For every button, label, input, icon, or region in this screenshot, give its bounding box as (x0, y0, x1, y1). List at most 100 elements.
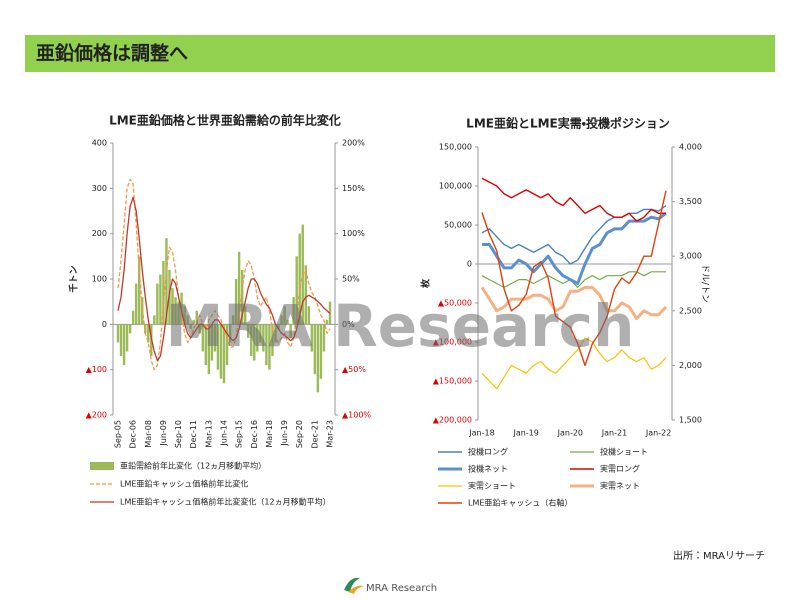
logo-text: MRA Research (366, 583, 437, 594)
bar (295, 256, 298, 325)
y-tick-label: ▲100 (86, 365, 107, 374)
bar (240, 269, 244, 325)
bar (243, 306, 247, 325)
y2-tick-label: 3,500 (679, 197, 702, 206)
bar (159, 274, 162, 325)
x-tick-label: Dec-11 (189, 420, 198, 449)
series-line (481, 271, 666, 288)
header-bar (25, 35, 775, 72)
y-tick-label: ▲200 (86, 411, 107, 420)
bar (192, 319, 195, 325)
y2-tick-label: 150% (342, 184, 365, 193)
y-tick-label: 150,000 (439, 143, 472, 152)
bar (277, 324, 280, 329)
legend-label: LME亜鉛キャッシュ価格前年比変化 (120, 479, 248, 489)
bar (280, 315, 283, 325)
bar (259, 324, 262, 343)
x-tick-label: Jun-09 (159, 420, 168, 447)
legend-label: 実需ショート (468, 481, 516, 491)
x-tick-label: Sep-05 (114, 420, 123, 448)
bar (189, 324, 192, 329)
y2-tick-label: 1,500 (679, 416, 702, 425)
series-line (481, 204, 667, 265)
y-axis-label: 枚 (420, 278, 432, 288)
legend-label: 実需ネット (600, 481, 640, 491)
y2-tick-label: 100% (342, 229, 365, 238)
bar (198, 324, 201, 334)
bar (325, 319, 329, 325)
bar (186, 315, 189, 325)
y-tick-label: ▲150,000 (433, 377, 472, 386)
bar (228, 324, 232, 343)
bar (128, 324, 132, 334)
x-tick-label: Jan-18 (468, 429, 494, 438)
x-tick-label: Dec-21 (310, 420, 319, 449)
bar (162, 260, 165, 325)
y2-tick-label: 200% (342, 139, 365, 148)
series-line (117, 196, 331, 362)
bar (195, 310, 198, 325)
y-tick-label: 100 (92, 275, 107, 284)
y-tick-label: 100,000 (439, 182, 472, 191)
x-tick-label: Dec-16 (250, 420, 259, 449)
series-line (482, 212, 667, 285)
bar (319, 324, 323, 379)
y-tick-label: 0 (467, 260, 472, 269)
bar (250, 324, 253, 357)
bar (137, 256, 141, 325)
x-tick-label: Mar-13 (204, 420, 213, 448)
y-tick-label: 0 (102, 320, 107, 329)
bar (219, 324, 223, 379)
bar (237, 251, 241, 325)
x-tick-label: Mar-08 (144, 420, 153, 448)
legend-label: 投機ロング (468, 447, 508, 457)
x-tick-label: Sep-15 (235, 420, 244, 448)
bar (125, 324, 129, 352)
series-line (481, 177, 666, 222)
bar (262, 324, 265, 352)
bar (292, 297, 295, 325)
x-tick-label: Jun-14 (220, 420, 229, 447)
y-tick-label: ▲200,000 (433, 416, 472, 425)
bar (201, 324, 205, 352)
bar (116, 324, 120, 343)
y2-tick-label: 2,500 (679, 306, 702, 315)
bar (210, 324, 214, 361)
watermark: MRA Research (166, 292, 635, 360)
y-tick-label: ▲100,000 (433, 338, 472, 347)
bar (256, 324, 259, 352)
bar (225, 324, 229, 366)
bar (156, 283, 159, 325)
bar (119, 324, 123, 357)
bar (316, 324, 320, 393)
charts: LME亜鉛価格と世界亜鉛需給の前年比変化 ▲200 ▲100 0 100 200 300 40… (68, 113, 710, 508)
bar (183, 306, 186, 325)
bar (271, 324, 274, 357)
legend-label: LME亜鉛キャッシュ（右軸） (468, 498, 572, 508)
x-tick-label: Jan-20 (557, 429, 583, 438)
bar (153, 315, 156, 325)
legend-label: 投機ネット (468, 464, 508, 474)
x-tick-label: Sep-20 (295, 420, 304, 448)
bar (304, 265, 307, 325)
bar (322, 324, 326, 352)
x-tick-label: Jan-19 (512, 429, 538, 438)
bar (307, 306, 311, 325)
bar (286, 319, 289, 325)
legend-swatch (90, 462, 114, 470)
logo-icon (344, 577, 360, 592)
logo-icon (348, 585, 364, 594)
bar (231, 315, 235, 325)
y2-tick-label: 50% (342, 275, 360, 284)
y2-tick-label: 4,000 (679, 143, 702, 152)
bar (131, 310, 135, 325)
x-tick-label: Mar-23 (326, 420, 335, 448)
x-tick-label: Jan-21 (601, 429, 627, 438)
y-tick-label: 400 (92, 139, 107, 148)
bar (213, 324, 217, 352)
y2-tick-label: 3,000 (679, 252, 702, 261)
bar (177, 301, 180, 325)
bar (283, 306, 286, 325)
y2-axis-label: ドル/トン (700, 264, 710, 303)
